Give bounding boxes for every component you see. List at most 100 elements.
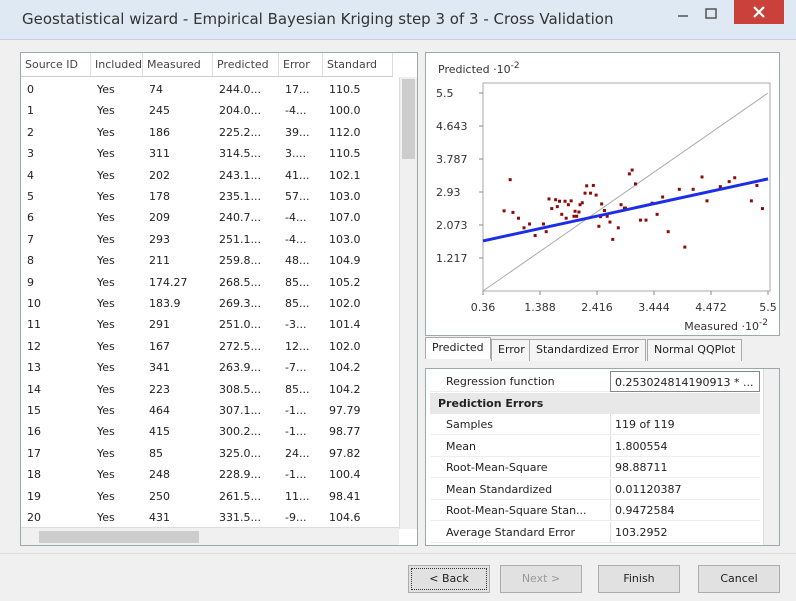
table-cell: -9... <box>285 511 307 524</box>
table-cell: 110.5 <box>329 147 361 161</box>
button[interactable]: < Back <box>408 565 490 593</box>
table-cell: Yes <box>97 361 115 375</box>
table-cell: 308.5... <box>219 382 261 396</box>
table-cell: 104.2 <box>329 361 361 375</box>
property-label: Mean <box>430 436 610 457</box>
column-header[interactable]: Included <box>91 53 143 77</box>
property-label: Regression function <box>430 371 610 392</box>
table-cell: 259.8... <box>219 254 261 268</box>
table-cell: 97.79 <box>329 404 361 417</box>
data-point <box>661 195 665 199</box>
property-label: Samples <box>430 414 610 435</box>
table-cell: Yes <box>97 468 115 482</box>
x-axis-label-text: Measured ·10 <box>684 320 759 333</box>
table-cell: 178 <box>149 190 170 203</box>
table-cell: 243.1... <box>219 168 261 182</box>
x-tick-label: 0.36 <box>471 301 496 314</box>
data-point <box>705 199 709 203</box>
vertical-scrollbar[interactable] <box>399 77 417 529</box>
data-point <box>597 224 601 228</box>
horizontal-scrollbar[interactable] <box>21 527 399 545</box>
table-cell: Yes <box>97 382 115 396</box>
table-cell: 7 <box>27 232 34 246</box>
data-point <box>644 218 648 222</box>
table-cell: 10 <box>27 297 41 310</box>
table-cell: -4... <box>285 104 307 118</box>
table-cell: Yes <box>97 275 115 289</box>
table-cell: 1 <box>27 104 34 118</box>
table-cell: 341 <box>149 361 170 375</box>
property-label: Root-Mean-Square Stan... <box>430 500 610 521</box>
button[interactable]: Cancel <box>698 565 780 593</box>
button[interactable]: Next > <box>500 565 582 593</box>
tab[interactable]: Predicted <box>425 337 491 359</box>
table-cell: Yes <box>97 125 115 139</box>
table-cell: 104.2 <box>329 382 361 396</box>
table-cell: 41... <box>285 168 310 182</box>
table-cell: 17... <box>285 83 310 96</box>
window-title: Geostatistical wizard - Empirical Bayesi… <box>22 10 614 28</box>
scroll-thumb[interactable] <box>39 531 199 543</box>
property-value: 98.88711 <box>610 457 760 478</box>
property-label: Root-Mean-Square <box>430 457 610 478</box>
property-label: Average Standard Error <box>430 522 610 543</box>
property-label: Mean Standardized <box>430 479 610 500</box>
vertical-scrollbar[interactable] <box>763 369 779 545</box>
table-cell: 6 <box>27 211 34 225</box>
table-cell: 16 <box>27 425 41 439</box>
column-header[interactable]: Measured <box>143 53 213 77</box>
table-cell: 183.9 <box>149 297 181 310</box>
table-cell: 97.82 <box>329 446 361 460</box>
data-point <box>575 214 579 218</box>
column-header[interactable]: Predicted <box>213 53 279 77</box>
table-cell: 3.... <box>285 147 306 161</box>
table-cell: 110.5 <box>329 83 361 96</box>
column-header[interactable]: Standard <box>323 53 393 77</box>
table-cell: 251.1... <box>219 232 261 246</box>
table-cell: Yes <box>97 190 115 203</box>
table-cell: 0 <box>27 83 34 96</box>
table-cell: 225.2... <box>219 125 261 139</box>
tab-strip: Predicted Error Standardized Error Normal Q… <box>425 336 780 362</box>
table-cell: 251.0... <box>219 318 261 332</box>
data-point <box>572 214 576 218</box>
y-tick-label: 2.073 <box>436 219 468 232</box>
button[interactable]: Finish <box>598 565 680 593</box>
tab[interactable]: Error <box>491 339 532 361</box>
data-point <box>619 203 623 207</box>
table-cell: 24... <box>285 446 310 460</box>
regression-line <box>482 177 769 243</box>
data-point <box>630 168 634 172</box>
data-point <box>611 237 615 241</box>
data-point <box>608 220 612 224</box>
table-cell: -7... <box>285 361 307 375</box>
y-tick-label: 1.217 <box>436 252 468 265</box>
y-tick-label: 5.5 <box>436 87 454 100</box>
data-point <box>585 184 589 188</box>
scroll-thumb[interactable] <box>402 79 415 159</box>
tab[interactable]: Standardized Error <box>529 339 646 361</box>
data-point <box>508 178 512 182</box>
table-cell: 209 <box>149 211 170 225</box>
column-header[interactable]: Error <box>279 53 323 77</box>
window-controls[interactable] <box>674 6 724 22</box>
data-point <box>755 183 759 187</box>
table-cell: Yes <box>97 511 115 524</box>
data-point <box>683 245 687 249</box>
table-cell: 8 <box>27 254 34 268</box>
close-button[interactable] <box>734 0 784 24</box>
table-cell: 100.4 <box>329 468 361 482</box>
column-header[interactable]: Source ID <box>21 53 91 77</box>
table-cell: 17 <box>27 446 41 460</box>
data-point <box>700 175 704 179</box>
property-value: 0.9472584 <box>610 500 760 521</box>
data-point <box>528 222 532 226</box>
tab[interactable]: Normal QQPlot <box>647 339 743 361</box>
data-point <box>638 218 642 222</box>
table-cell: 85... <box>285 382 310 396</box>
table-cell: Yes <box>97 104 115 118</box>
table-cell: 174.27 <box>149 275 188 289</box>
table-cell: 101.4 <box>329 318 361 332</box>
